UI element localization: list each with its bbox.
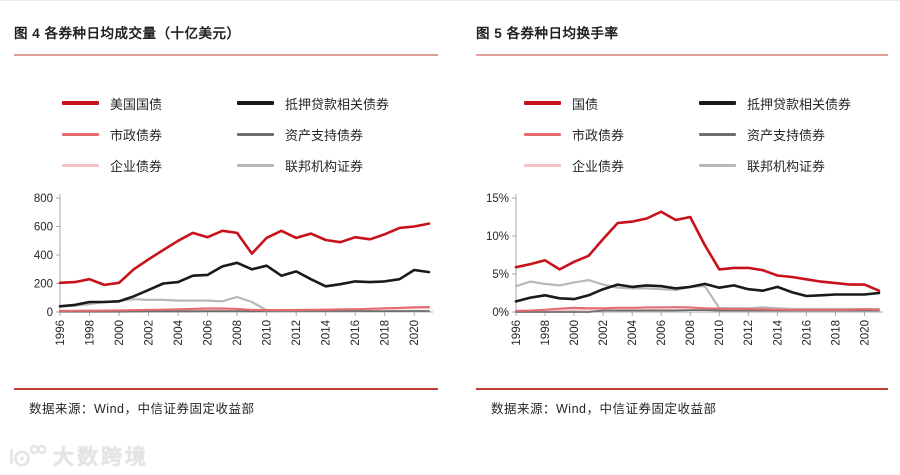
x-tick-label: 1998 — [540, 320, 552, 346]
x-tick-label: 2014 — [772, 319, 784, 345]
x-tick-label: 2000 — [569, 320, 581, 346]
x-tick-label: 2008 — [232, 320, 244, 346]
x-tick-label: 1998 — [84, 320, 96, 346]
y-tick-label: 600 — [34, 222, 53, 234]
y-tick-label: 10% — [486, 231, 509, 243]
figure4-panel: 图 4 各券种日均成交量（十亿美元） 美国国债 抵押贷款相关债券市政债券 资产支持债… — [14, 10, 438, 450]
series-line — [59, 310, 430, 313]
x-tick-label: 2006 — [203, 320, 215, 346]
x-tick-label: 2010 — [714, 320, 726, 346]
figure4-title: 图 4 各券种日均成交量（十亿美元） — [14, 10, 438, 56]
series-line — [514, 210, 881, 292]
legend-item: 美国国债 — [62, 92, 237, 114]
x-tick-label: 2004 — [173, 319, 185, 345]
figure5-panel: 图 5 各券种日均换手率 国债 抵押贷款相关债券市政债券 资产支持债券企业债券 联邦机… — [476, 10, 888, 450]
figure5-title: 图 5 各券种日均换手率 — [476, 10, 888, 56]
axes — [56, 194, 433, 313]
watermark: 大数跨境 — [8, 441, 149, 471]
legend-label: 市政债券 — [110, 127, 163, 143]
x-tick-label: 2012 — [291, 320, 303, 346]
legend-item: 联邦机构证券 — [237, 154, 438, 176]
x-tick-label: 2002 — [143, 320, 155, 346]
x-tick-label: 2014 — [321, 319, 333, 345]
legend-item: 市政债券 — [524, 123, 699, 145]
legend-line-swatch — [699, 132, 736, 136]
y-tick-label: 15% — [486, 193, 509, 205]
legend-label: 资产支持债券 — [747, 127, 826, 143]
legend-item: 企业债券 — [524, 154, 699, 176]
legend-line-swatch — [524, 101, 561, 105]
y-tick-label: 200 — [34, 279, 53, 291]
legend-label: 资产支持债券 — [285, 127, 364, 143]
legend-label: 抵押贷款相关债券 — [747, 96, 852, 112]
legend-item: 资产支持债券 — [699, 123, 888, 145]
x-tick-label: 2008 — [685, 320, 697, 346]
x-tick-label: 2000 — [114, 320, 126, 346]
legend-line-swatch — [62, 101, 99, 105]
y-tick-label: 800 — [34, 193, 53, 205]
x-tick-label: 2018 — [830, 320, 842, 346]
x-tick-label: 2006 — [656, 320, 668, 346]
legend-line-swatch — [699, 101, 736, 105]
legend-line-swatch — [524, 163, 561, 167]
dashu-logo-icon — [10, 444, 46, 467]
legend-label: 企业债券 — [572, 158, 625, 174]
series-line — [514, 282, 881, 303]
figure5-source: 数据来源：Wind，中信证券固定收益部 — [476, 388, 888, 417]
x-tick-label: 2012 — [743, 320, 755, 346]
legend-line-swatch — [62, 163, 99, 167]
x-tick-label: 2010 — [262, 320, 274, 346]
legend-item: 国债 — [524, 92, 699, 114]
x-tick-label: 2002 — [598, 320, 610, 346]
legend-line-swatch — [62, 132, 99, 136]
y-tick-label: 0% — [492, 307, 509, 319]
x-tick-label: 2020 — [409, 320, 421, 346]
legend-label: 抵押贷款相关债券 — [285, 96, 390, 112]
legend-line-swatch — [237, 101, 274, 105]
x-tick-label: 2016 — [801, 320, 813, 346]
series-line — [59, 306, 430, 312]
legend-item: 联邦机构证券 — [699, 154, 888, 176]
legend-line-swatch — [237, 163, 274, 167]
y-tick-label: 0 — [47, 307, 53, 319]
x-tick-label: 1996 — [511, 320, 523, 346]
figure4-source: 数据来源：Wind，中信证券固定收益部 — [14, 388, 438, 417]
series-line — [58, 261, 431, 308]
y-tick-label: 5% — [492, 269, 509, 281]
figure4-legend: 美国国债 抵押贷款相关债券市政债券 资产支持债券企业债券 联邦机构证券 — [62, 92, 438, 176]
legend-line-swatch — [524, 132, 561, 136]
legend-label: 联邦机构证券 — [285, 158, 364, 174]
figure5-chart: 0% 5% 10% 15% 1996 1998 2000 2002 2004 2006 2008 20… — [486, 193, 883, 346]
legend-item: 抵押贷款相关债券 — [237, 92, 438, 114]
legend-label: 国债 — [572, 96, 599, 112]
x-tick-label: 2016 — [350, 320, 362, 346]
x-tick-label: 2018 — [380, 320, 392, 346]
legend-line-swatch — [699, 163, 736, 167]
legend-item: 抵押贷款相关债券 — [699, 92, 888, 114]
legend-line-swatch — [237, 132, 274, 136]
x-tick-label: 2004 — [627, 319, 639, 345]
legend-item: 资产支持债券 — [237, 123, 438, 145]
figure5-legend: 国债 抵押贷款相关债券市政债券 资产支持债券企业债券 联邦机构证券 — [524, 92, 888, 176]
x-tick-label: 2020 — [859, 320, 871, 346]
figure4-chart: 0 200 400 600 800 1996 1998 2000 2002 2004 2006 200… — [34, 193, 433, 346]
legend-label: 美国国债 — [110, 96, 163, 112]
legend-label: 联邦机构证券 — [747, 158, 826, 174]
legend-label: 市政债券 — [572, 127, 625, 143]
series-line — [515, 306, 880, 312]
series-line — [58, 222, 431, 287]
y-tick-label: 400 — [34, 250, 53, 262]
legend-label: 企业债券 — [110, 158, 163, 174]
legend-item: 企业债券 — [62, 154, 237, 176]
x-tick-label: 1996 — [55, 320, 67, 346]
watermark-text: 大数跨境 — [53, 446, 149, 469]
legend-item: 市政债券 — [62, 123, 237, 145]
